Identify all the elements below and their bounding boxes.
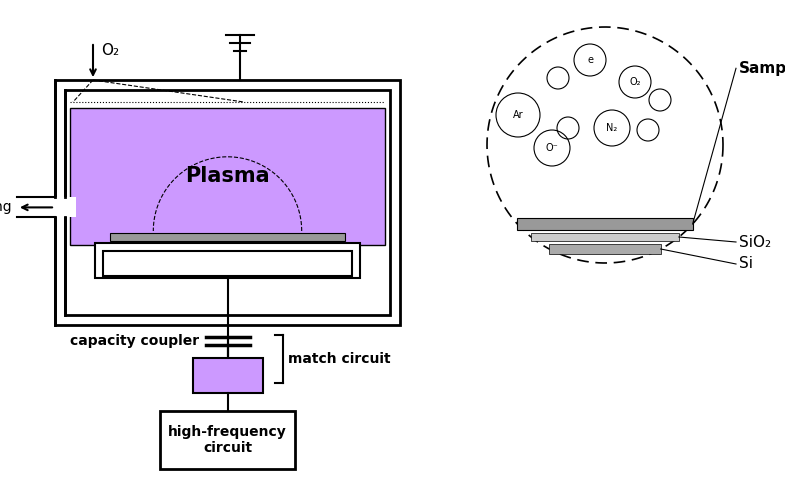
Bar [160,411,295,469]
Text: N₂: N₂ [606,123,618,133]
Bar [55,80,400,325]
Bar [65,90,390,315]
Text: Si: Si [739,257,753,272]
Text: O⁻: O⁻ [546,143,558,153]
Text: e: e [587,55,593,65]
Text: Ar: Ar [513,110,524,120]
Bar [54,197,66,217]
Bar [70,108,385,245]
Bar [531,233,679,241]
Bar [550,244,661,254]
Text: O₂: O₂ [630,77,641,87]
Text: O₂: O₂ [101,43,119,57]
Text: SiO₂: SiO₂ [739,235,771,250]
Text: Venting: Venting [0,200,13,215]
Bar [110,233,345,241]
Bar [192,358,262,393]
Text: capacity coupler: capacity coupler [71,334,199,348]
Bar [517,218,692,230]
Bar [64,197,76,217]
Text: match circuit: match circuit [287,352,390,366]
Bar [95,243,360,278]
Text: high-frequency
circuit: high-frequency circuit [168,425,287,455]
Text: Sample: Sample [739,61,785,76]
Text: Plasma: Plasma [185,166,270,186]
Bar [103,251,352,276]
